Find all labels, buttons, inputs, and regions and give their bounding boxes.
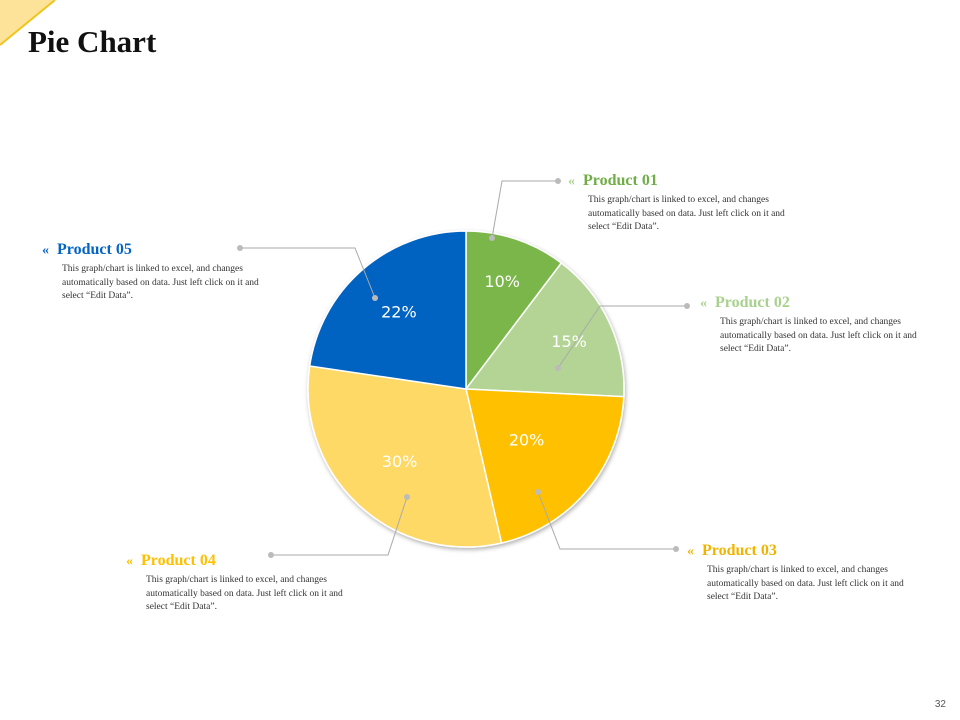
leader-dot: [673, 546, 679, 552]
chevron-left-icon: «: [687, 544, 694, 559]
product-03-description: This graph/chart is linked to excel, and…: [707, 565, 904, 602]
product-04-callout: «Product 04 This graph/chart is linked t…: [126, 552, 356, 615]
pie-slice-3[interactable]: [465, 388, 625, 544]
product-01-title: «Product 01: [568, 172, 658, 189]
product-04-title: «Product 04: [126, 552, 216, 569]
corner-decoration: [0, 0, 56, 46]
product-04-description: This graph/chart is linked to excel, and…: [146, 575, 343, 612]
chevron-left-icon: «: [568, 174, 575, 189]
leader-line-2: [557, 305, 687, 369]
slice-value-label: 10%: [484, 272, 520, 291]
leader-dot: [555, 365, 561, 371]
leader-dot: [535, 489, 541, 495]
product-02-description: This graph/chart is linked to excel, and…: [720, 317, 917, 354]
pie-slice-4[interactable]: [307, 365, 503, 548]
slice-value-label: 22%: [381, 302, 417, 321]
leader-dot: [489, 235, 495, 241]
leader-line-1: [491, 180, 558, 239]
page-title: Pie Chart: [28, 24, 157, 59]
product-05-title: «Product 05: [42, 241, 132, 258]
pie-slice-2[interactable]: [464, 261, 625, 398]
leader-dot: [268, 552, 274, 558]
slice-value-label: 30%: [382, 452, 418, 471]
chevron-left-icon: «: [126, 554, 133, 569]
leader-line-5: [240, 247, 376, 299]
chevron-left-icon: «: [700, 296, 707, 311]
leader-dot: [555, 178, 561, 184]
pie-slice-1[interactable]: [465, 230, 563, 392]
leader-dot: [372, 295, 378, 301]
leader-dot: [404, 494, 410, 500]
product-03-callout: «Product 03 This graph/chart is linked t…: [687, 542, 917, 605]
slice-value-label: 15%: [551, 332, 587, 351]
leader-line-4: [271, 496, 408, 556]
product-01-description: This graph/chart is linked to excel, and…: [588, 195, 785, 232]
product-02-title: «Product 02: [700, 294, 790, 311]
leader-dot: [237, 245, 243, 251]
product-05-description: This graph/chart is linked to excel, and…: [62, 264, 259, 301]
page-number: 32: [934, 699, 946, 710]
pie-slice-5[interactable]: [308, 230, 467, 390]
chevron-left-icon: «: [42, 243, 49, 258]
slice-value-label: 20%: [509, 431, 545, 450]
product-01-callout: «Product 01 This graph/chart is linked t…: [568, 172, 798, 235]
product-05-callout: «Product 05 This graph/chart is linked t…: [42, 241, 272, 304]
leader-dot: [684, 303, 690, 309]
leader-line-3: [537, 491, 676, 550]
product-02-callout: «Product 02 This graph/chart is linked t…: [700, 294, 930, 357]
product-03-title: «Product 03: [687, 542, 777, 559]
